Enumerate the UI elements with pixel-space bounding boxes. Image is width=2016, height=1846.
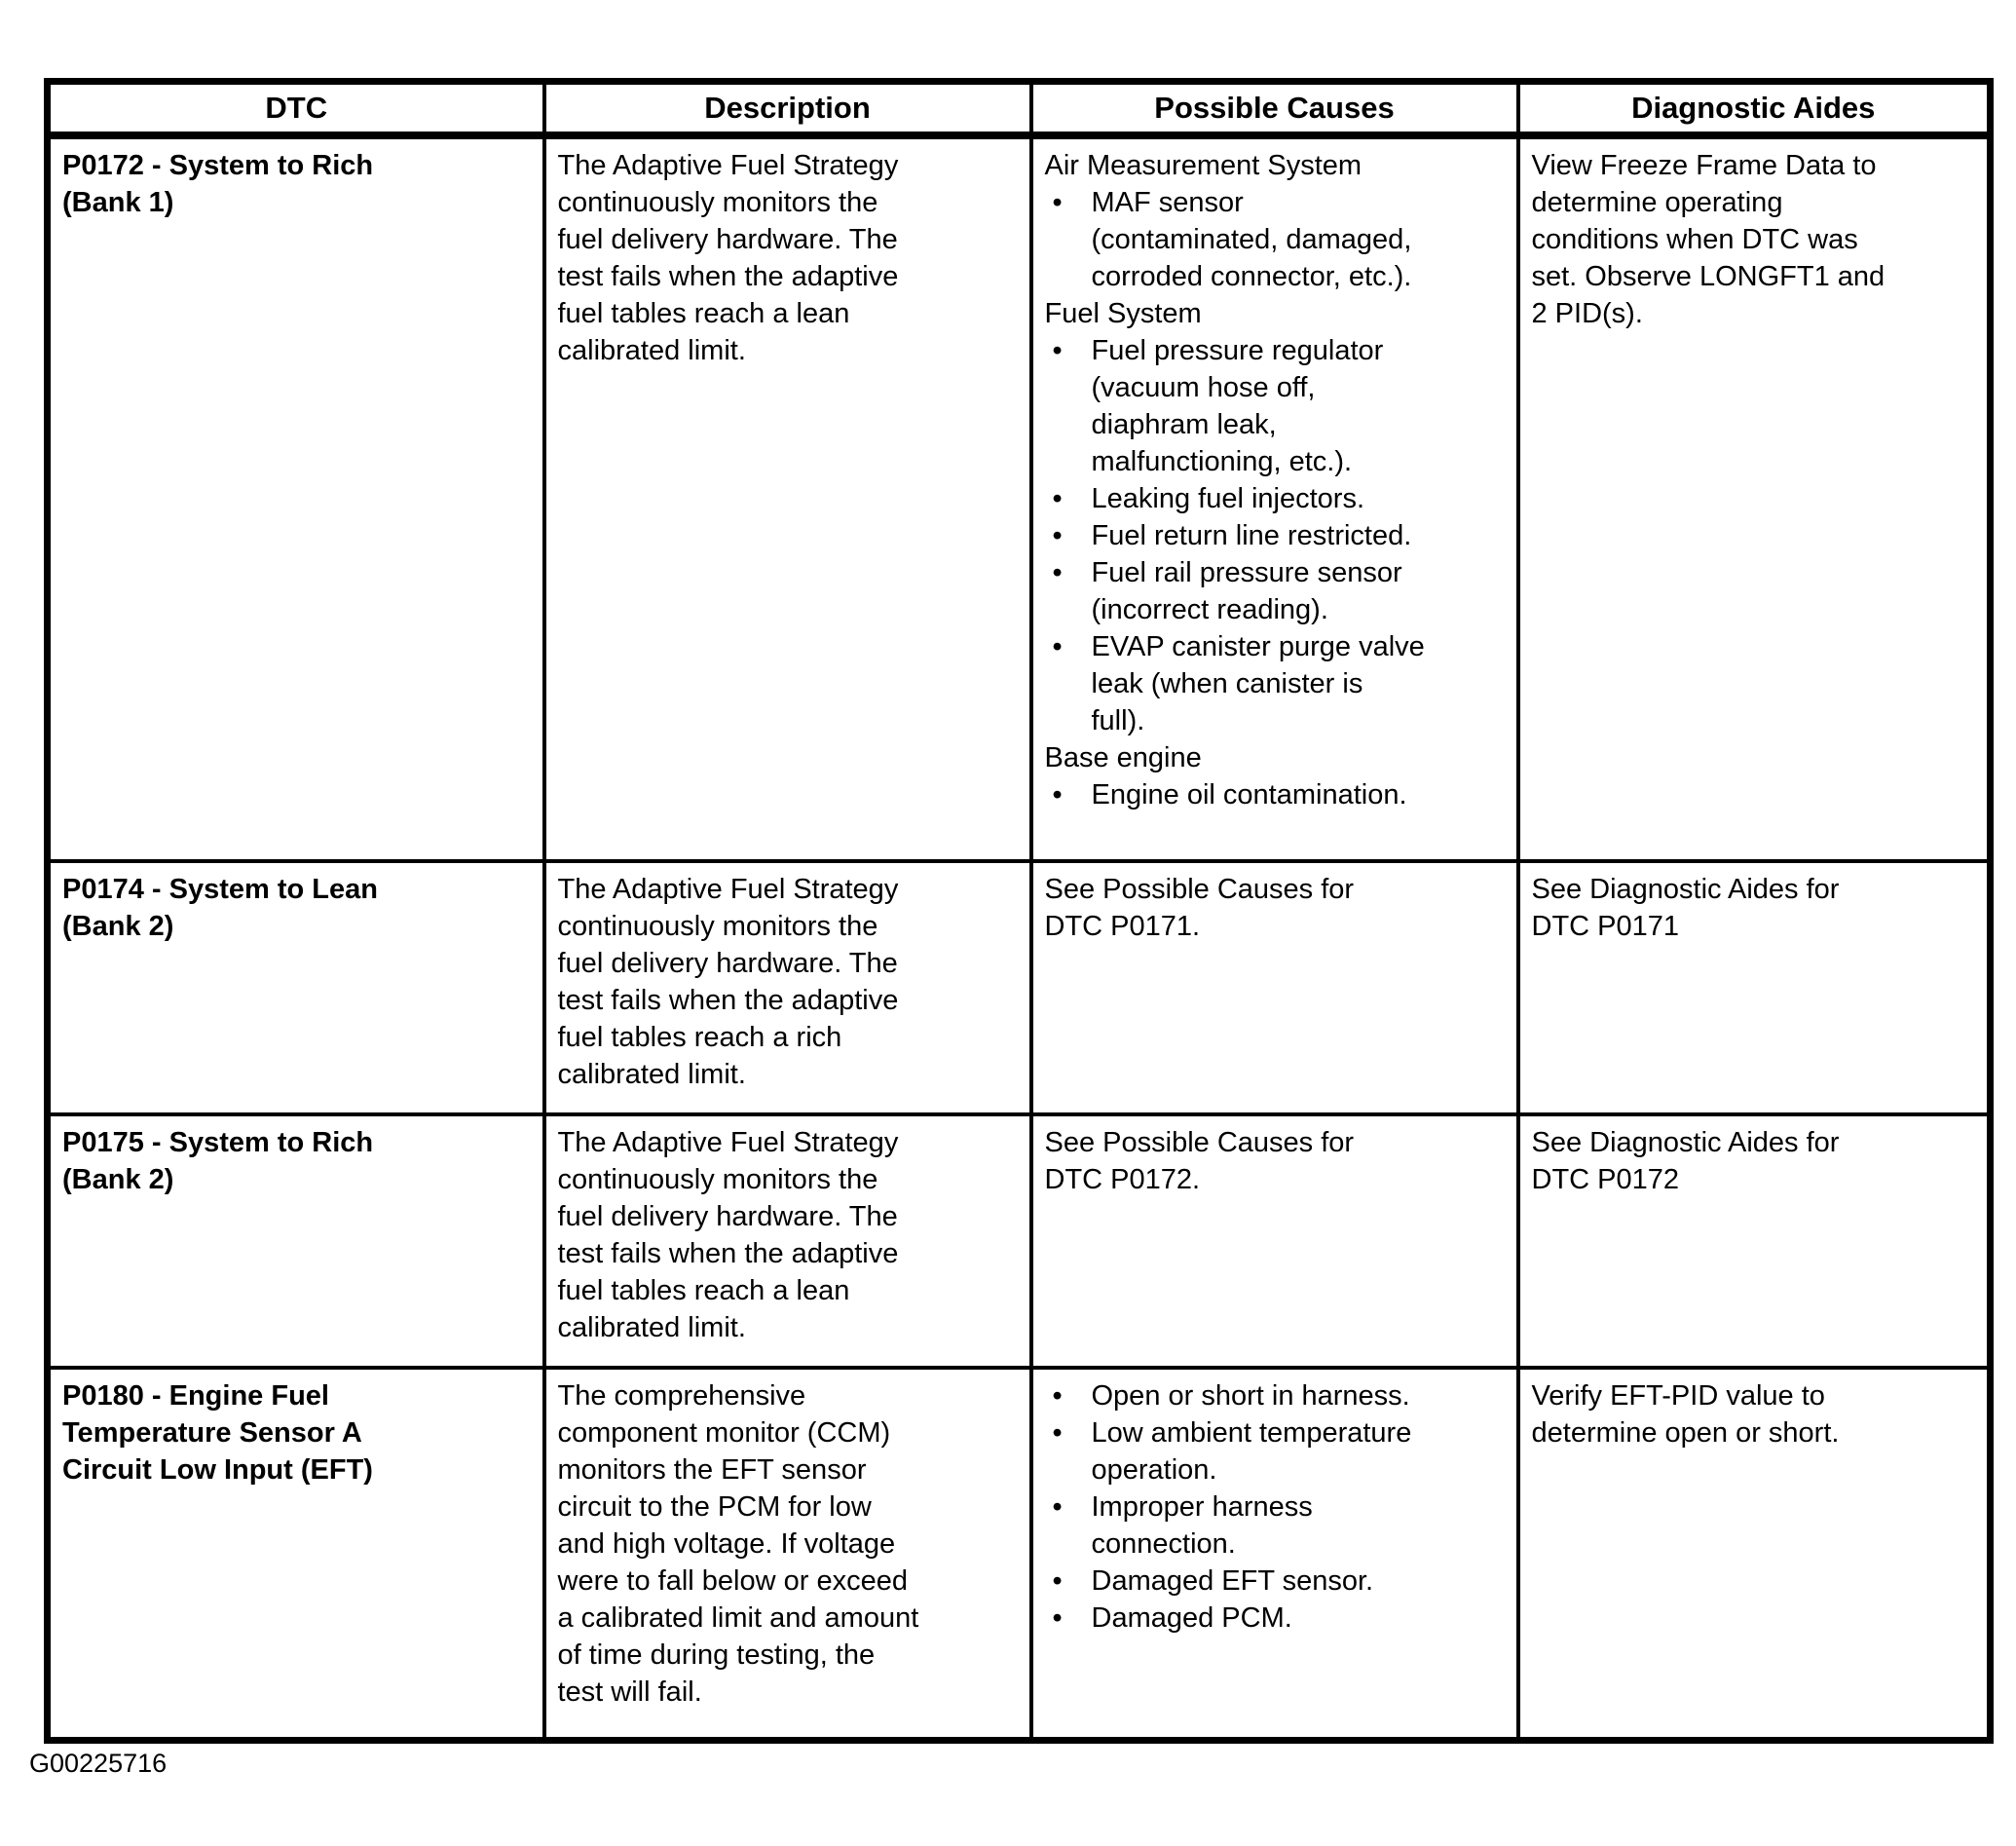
bullet-icon: • xyxy=(1052,482,1063,514)
cause-bullet-item: • Low ambient temperature operation. xyxy=(1045,1414,1491,1488)
diagnostic-aides-cell: View Freeze Frame Data to determine oper… xyxy=(1515,132,1993,863)
table-row-p0172: P0172 - System to Rich (Bank 1) The Adap… xyxy=(45,132,1993,863)
dtc-cell: P0174 - System to Lean (Bank 2) xyxy=(45,858,546,1116)
cause-bullet-item: • EVAP canister purge valve leak (when c… xyxy=(1045,628,1491,739)
cause-text: Low ambient temperature operation. xyxy=(1091,1416,1412,1486)
description-cell: The Adaptive Fuel Strategy continuously … xyxy=(541,1111,1033,1370)
column-header-dtc: DTC xyxy=(45,79,546,139)
cause-text: MAF sensor (contaminated, damaged, corro… xyxy=(1091,186,1412,292)
description-cell: The Adaptive Fuel Strategy continuously … xyxy=(541,132,1033,863)
cause-text: Engine oil contamination. xyxy=(1091,778,1407,810)
cause-bullet-item: • Damaged EFT sensor. xyxy=(1045,1563,1491,1600)
cause-text: See Possible Causes for DTC P0172. xyxy=(1044,1126,1355,1195)
dtc-cell: P0175 - System to Rich (Bank 2) xyxy=(45,1111,546,1370)
description-text: The Adaptive Fuel Strategy continuously … xyxy=(557,873,899,1090)
cause-bullet-item: • Fuel pressure regulator (vacuum hose o… xyxy=(1045,332,1491,480)
possible-causes-cell: See Possible Causes for DTC P0171. xyxy=(1028,858,1520,1116)
cause-bullet-item: • Improper harness connection. xyxy=(1045,1488,1491,1563)
diagnostic-aides-cell: Verify EFT-PID value to determine open o… xyxy=(1515,1365,1993,1743)
description-text: The comprehensive component monitor (CCM… xyxy=(557,1379,919,1708)
table-row-p0174: P0174 - System to Lean (Bank 2) The Adap… xyxy=(45,858,1993,1116)
bullet-icon: • xyxy=(1052,519,1063,551)
cause-text: Damaged PCM. xyxy=(1091,1601,1292,1634)
possible-causes-cell: See Possible Causes for DTC P0172. xyxy=(1028,1111,1520,1370)
cause-text: Leaking fuel injectors. xyxy=(1091,482,1365,514)
bullet-icon: • xyxy=(1052,1379,1063,1412)
bullet-icon: • xyxy=(1052,1601,1063,1634)
bullet-icon: • xyxy=(1052,334,1063,366)
bullet-icon: • xyxy=(1052,186,1063,218)
description-text: The Adaptive Fuel Strategy continuously … xyxy=(557,1126,899,1343)
description-text: The Adaptive Fuel Strategy continuously … xyxy=(557,149,899,366)
cause-text: Open or short in harness. xyxy=(1091,1379,1410,1412)
figure-id: G00225716 xyxy=(29,1749,168,1778)
cause-text: EVAP canister purge valve leak (when can… xyxy=(1091,630,1425,736)
cause-bullet-item: • Engine oil contamination. xyxy=(1045,776,1491,813)
dtc-cell: P0180 - Engine Fuel Temperature Sensor A… xyxy=(45,1365,546,1743)
cause-group-heading: Air Measurement System xyxy=(1044,149,1363,181)
table-row-p0180: P0180 - Engine Fuel Temperature Sensor A… xyxy=(45,1365,1993,1743)
bullet-icon: • xyxy=(1052,556,1063,588)
cause-text: Fuel rail pressure sensor (incorrect rea… xyxy=(1091,556,1402,625)
diagnostic-aides-text: View Freeze Frame Data to determine oper… xyxy=(1531,149,1885,329)
cause-text: Damaged EFT sensor. xyxy=(1091,1564,1374,1597)
cause-bullet-item: • Leaking fuel injectors. xyxy=(1045,480,1491,517)
column-header-possible-causes: Possible Causes xyxy=(1028,79,1520,139)
description-cell: The comprehensive component monitor (CCM… xyxy=(541,1365,1033,1743)
bullet-icon: • xyxy=(1052,630,1063,662)
header-row: DTC Description Possible Causes Diagnost… xyxy=(45,79,1993,139)
cause-group-heading: Base engine xyxy=(1044,741,1202,773)
cause-text: Fuel pressure regulator (vacuum hose off… xyxy=(1091,334,1384,477)
diagnostic-aides-cell: See Diagnostic Aides for DTC P0172 xyxy=(1515,1111,1993,1370)
cause-bullet-item: • Open or short in harness. xyxy=(1045,1377,1491,1414)
column-header-description: Description xyxy=(541,79,1033,139)
possible-causes-cell: • Open or short in harness. • Low ambien… xyxy=(1028,1365,1520,1743)
column-header-diagnostic-aides: Diagnostic Aides xyxy=(1515,79,1993,139)
bullet-icon: • xyxy=(1052,778,1063,810)
cause-bullet-item: • Fuel return line restricted. xyxy=(1045,517,1491,554)
possible-causes-cell: Air Measurement System • MAF sensor (con… xyxy=(1028,132,1520,863)
cause-text: Fuel return line restricted. xyxy=(1091,519,1412,551)
diagnostic-aides-text: See Diagnostic Aides for DTC P0172 xyxy=(1531,1126,1840,1195)
cause-text: Improper harness connection. xyxy=(1091,1490,1313,1560)
cause-text: See Possible Causes for DTC P0171. xyxy=(1044,873,1355,942)
cause-bullet-item: • MAF sensor (contaminated, damaged, cor… xyxy=(1045,184,1491,295)
description-cell: The Adaptive Fuel Strategy continuously … xyxy=(541,858,1033,1116)
bullet-icon: • xyxy=(1052,1490,1063,1523)
cause-group-heading: Fuel System xyxy=(1044,297,1202,329)
diagnostic-aides-text: Verify EFT-PID value to determine open o… xyxy=(1531,1379,1840,1449)
cause-bullet-item: • Fuel rail pressure sensor (incorrect r… xyxy=(1045,554,1491,628)
bullet-icon: • xyxy=(1052,1416,1063,1449)
cause-bullet-item: • Damaged PCM. xyxy=(1045,1600,1491,1637)
bullet-icon: • xyxy=(1052,1564,1063,1597)
diagnostic-aides-text: See Diagnostic Aides for DTC P0171 xyxy=(1531,873,1840,942)
dtc-cell: P0172 - System to Rich (Bank 1) xyxy=(45,132,546,863)
dtc-table: DTC Description Possible Causes Diagnost… xyxy=(44,78,1994,1744)
diagnostic-aides-cell: See Diagnostic Aides for DTC P0171 xyxy=(1515,858,1993,1116)
table-row-p0175: P0175 - System to Rich (Bank 2) The Adap… xyxy=(45,1111,1993,1370)
